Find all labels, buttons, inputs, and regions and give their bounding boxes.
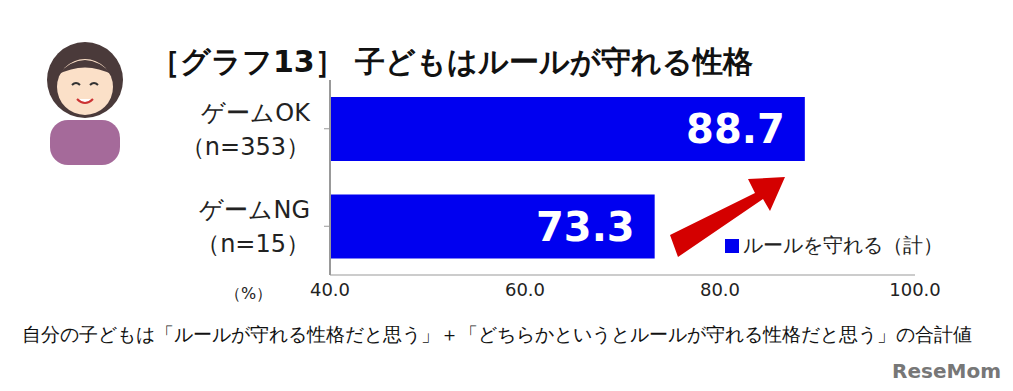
svg-text:ゲームOK（n=353）: ゲームOK（n=353） [181, 99, 311, 161]
svg-text:60.0: 60.0 [505, 279, 545, 300]
html-text:［グラフ13］ 子どもはルールが守れる性格: ［グラフ13］ 子どもはルールが守れる性格 [150, 44, 754, 79]
svg-text:88.7: 88.7 [686, 106, 785, 152]
svg-text:40.0: 40.0 [310, 279, 350, 300]
html-text:ReseMom: ReseMom [892, 359, 1001, 383]
svg-text:100.0: 100.0 [889, 279, 941, 300]
svg-text:73.3: 73.3 [536, 204, 635, 250]
html-text:ルールを守れる（計）: ルールを守れる（計） [743, 233, 943, 257]
svg-text:ゲームNG（n=15）: ゲームNG（n=15） [196, 196, 310, 258]
html-text:自分の子どもは「ルールが守れる性格だと思う」＋「どちらかとい: 自分の子どもは「ルールが守れる性格だと思う」＋「どちらかというとルールが守れる性… [22, 323, 972, 345]
svg-text:80.0: 80.0 [700, 279, 740, 300]
